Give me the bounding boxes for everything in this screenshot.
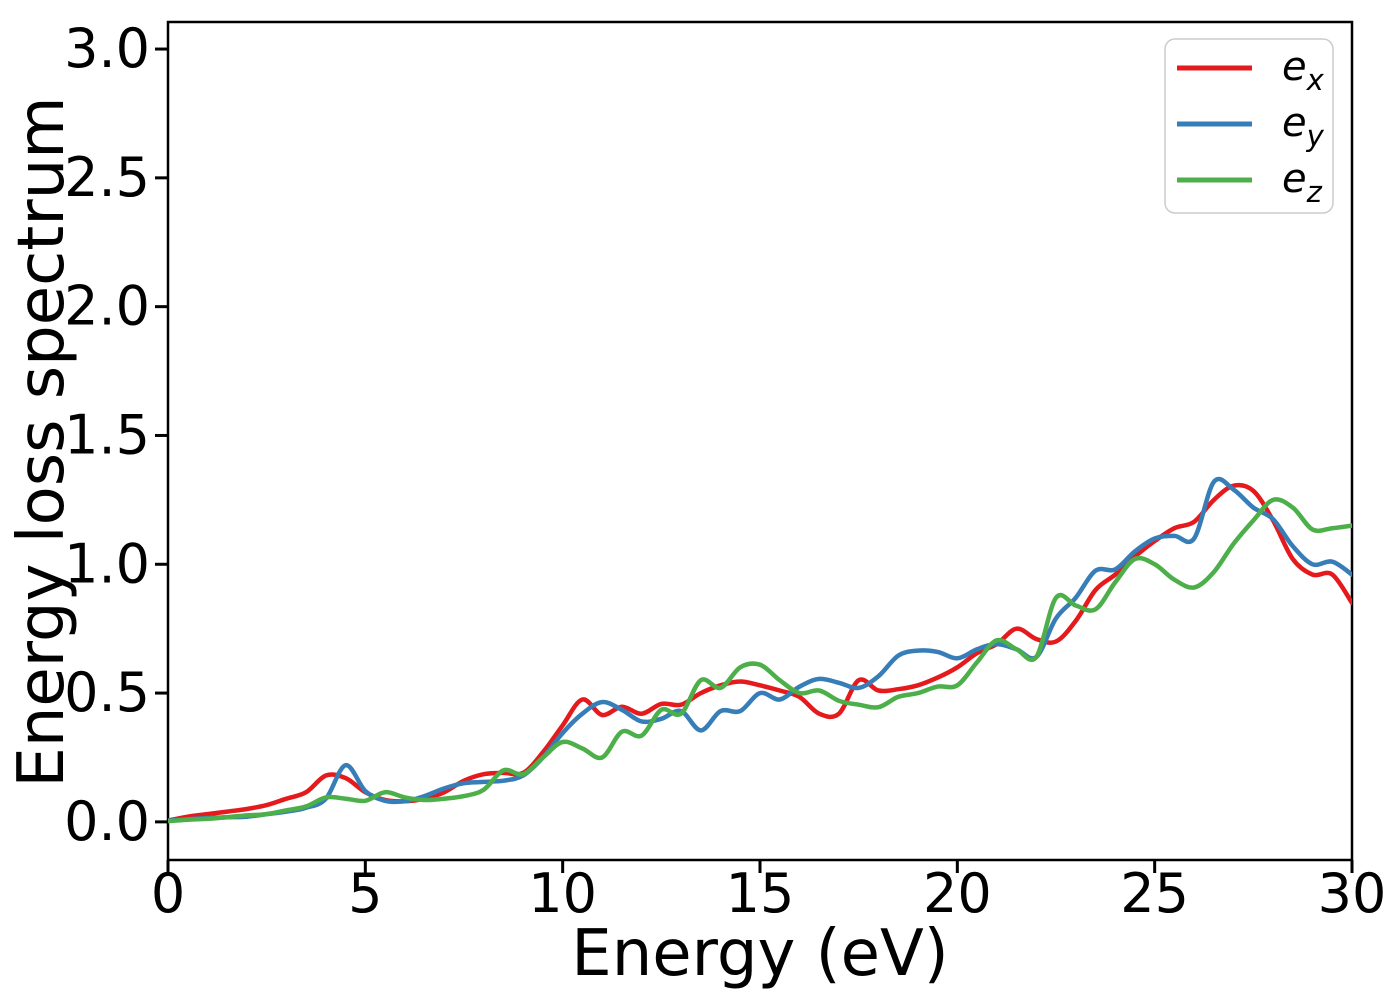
- x-tick-label: 15: [726, 862, 795, 925]
- y-axis-ticks: 0.0 0.5 1.0 1.5 2.0 2.5 3.0: [64, 17, 168, 853]
- legend-label-ex: ex: [1282, 44, 1325, 97]
- series-line-e_z: [168, 497, 1352, 824]
- y-tick-label: 1.0: [64, 532, 150, 595]
- y-tick-label: 3.0: [64, 17, 150, 80]
- x-axis-label: Energy (eV): [571, 917, 949, 991]
- y-axis-label: Energy loss spectrum: [5, 96, 79, 787]
- legend-label-ez: ez: [1282, 156, 1323, 209]
- y-tick-label: 2.5: [64, 146, 150, 209]
- legend: ex ey ez: [1164, 38, 1334, 214]
- x-tick-label: 20: [923, 862, 992, 925]
- x-tick-label: 10: [528, 862, 597, 925]
- x-axis-ticks: 0 5 10 15 20 25 30: [151, 860, 1387, 925]
- legend-item-ey: ey: [1177, 100, 1325, 153]
- y-tick-label: 0.0: [64, 790, 150, 853]
- x-tick-label: 5: [348, 862, 382, 925]
- x-tick-label: 0: [151, 862, 185, 925]
- y-tick-label: 1.5: [64, 403, 150, 466]
- series-line-e_y: [168, 476, 1352, 823]
- legend-label-ey: ey: [1282, 100, 1325, 153]
- legend-item-ex: ex: [1177, 44, 1325, 97]
- y-tick-label: 2.0: [64, 275, 150, 338]
- x-tick-label: 25: [1120, 862, 1189, 925]
- x-tick-label: 30: [1318, 862, 1387, 925]
- series-curves: [168, 476, 1352, 824]
- y-tick-label: 0.5: [64, 661, 150, 724]
- legend-item-ez: ez: [1177, 156, 1323, 209]
